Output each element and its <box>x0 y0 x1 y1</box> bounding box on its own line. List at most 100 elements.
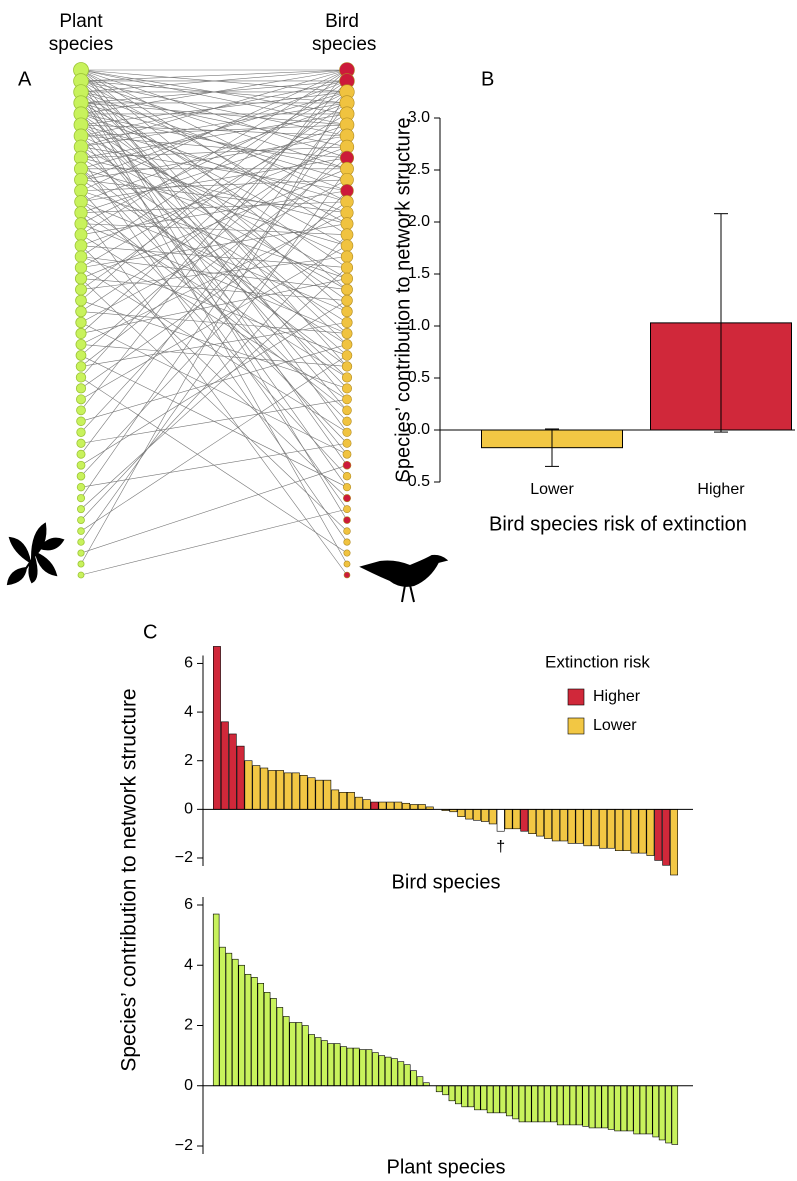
bird-node <box>342 383 352 394</box>
bird-node <box>340 217 354 231</box>
bar <box>417 804 426 810</box>
bar <box>512 809 521 830</box>
bird-node <box>343 538 351 546</box>
bar <box>536 809 545 837</box>
bar <box>270 998 277 1087</box>
bar <box>289 1022 296 1087</box>
bar <box>378 801 387 810</box>
plant-node <box>74 239 88 252</box>
y-tick-label: 3.0 <box>408 109 430 126</box>
y-tick-label: 4 <box>184 703 193 720</box>
bar <box>556 1085 564 1126</box>
bar <box>550 1085 558 1123</box>
bar <box>537 1085 545 1123</box>
bar <box>372 1052 379 1087</box>
legend-label: Lower <box>593 717 637 734</box>
bird-node <box>343 527 351 535</box>
bar <box>331 789 340 810</box>
bird-node <box>341 316 353 329</box>
bird-node <box>342 405 352 416</box>
link <box>80 69 348 411</box>
plant-node <box>76 427 86 437</box>
bar <box>559 809 568 842</box>
bar <box>391 1058 398 1087</box>
bar <box>386 801 395 810</box>
link <box>80 267 348 510</box>
link <box>80 69 348 192</box>
link <box>80 508 348 576</box>
plant-node <box>75 305 87 318</box>
bar <box>442 1085 449 1096</box>
link <box>80 245 348 400</box>
bar <box>219 946 226 1087</box>
bar <box>614 809 623 851</box>
link <box>80 212 348 576</box>
link <box>80 91 348 334</box>
link <box>80 267 348 433</box>
link <box>80 168 348 543</box>
bar <box>525 1085 532 1123</box>
bar <box>299 775 308 810</box>
bar <box>220 721 229 810</box>
bird-node <box>340 261 354 274</box>
y-tick-label: 2 <box>184 1017 193 1034</box>
bar <box>238 964 245 1087</box>
bar <box>595 1085 602 1129</box>
x-axis-label: Bird species risk of extinction <box>489 513 747 535</box>
bar <box>394 801 403 810</box>
bird-node <box>342 416 352 426</box>
bar <box>480 809 489 822</box>
bird-node <box>341 294 353 307</box>
bird-node <box>342 483 352 492</box>
y-tick-label: 1.5 <box>408 265 430 282</box>
bar <box>599 809 608 849</box>
bar <box>359 1049 366 1087</box>
plant-node <box>77 527 85 535</box>
plant-node <box>75 339 87 350</box>
leaf-icon <box>6 522 65 586</box>
bar <box>244 973 252 1087</box>
plant-node <box>76 460 86 470</box>
bar <box>315 779 324 810</box>
bird-node <box>340 239 354 252</box>
bar <box>474 1085 481 1111</box>
bird-node <box>342 438 352 448</box>
bar <box>307 777 316 810</box>
bar <box>236 745 245 810</box>
y-tick-label: 1.0 <box>408 317 430 334</box>
link <box>80 69 348 148</box>
y-axis-label: Species’ contribution to network structu… <box>392 118 414 483</box>
bird-node <box>343 516 351 524</box>
link <box>80 113 348 499</box>
bird-icon <box>359 554 449 603</box>
bar <box>397 1061 405 1087</box>
panel-label: B <box>481 68 494 90</box>
plant-node <box>75 350 87 361</box>
bar <box>520 809 529 832</box>
bar <box>251 976 258 1087</box>
bird-node <box>341 272 353 285</box>
link <box>80 102 348 455</box>
bird-node <box>340 228 354 242</box>
bar <box>232 958 239 1087</box>
y-axis-label: Species’ contribution to network structu… <box>118 688 141 1071</box>
plant-label: Plant species <box>48 11 114 55</box>
bird-node <box>340 195 354 209</box>
y-tick-label: 0.5 <box>408 369 430 386</box>
bar <box>504 809 513 830</box>
bird-node <box>341 339 353 350</box>
bar <box>493 1085 500 1114</box>
bar <box>333 1043 341 1087</box>
bar <box>295 1022 303 1087</box>
bar <box>314 1037 322 1087</box>
bird-node <box>341 328 353 339</box>
bird-node <box>343 560 351 568</box>
bar <box>670 809 678 876</box>
bar <box>544 809 552 839</box>
bird-node <box>342 472 352 481</box>
bar <box>662 809 671 866</box>
bar <box>321 1040 328 1087</box>
bar <box>496 809 505 832</box>
plant-node <box>74 206 88 220</box>
